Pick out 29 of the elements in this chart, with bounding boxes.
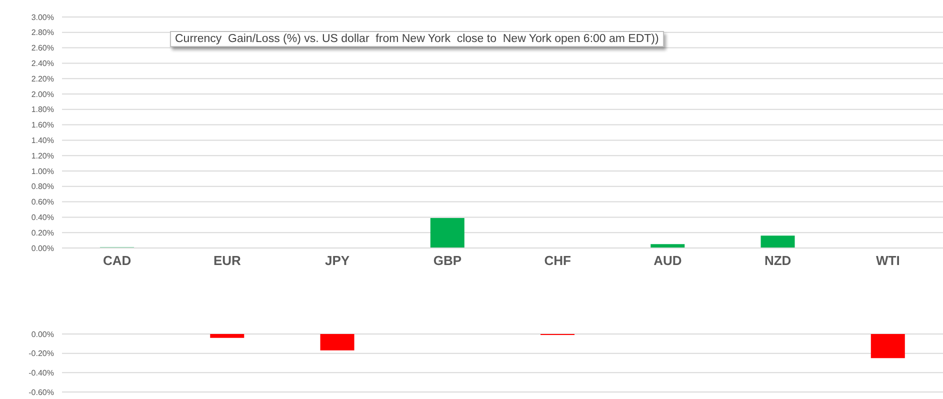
y-tick-label: 0.80%: [31, 182, 54, 192]
x-tick-label: EUR: [213, 253, 242, 268]
x-tick-label: AUD: [654, 253, 682, 268]
text: Currency Gain/Loss (%) vs. US dollar from New York close to New York open 6:00 am EDT)): [170, 31, 664, 47]
y-tick-label: 2.20%: [31, 74, 54, 84]
y-tick-label: 1.80%: [31, 105, 54, 114]
y-tick-label: 0.00%: [31, 330, 54, 339]
x-tick-label: NZD: [764, 253, 792, 268]
y-tick-label: 2.00%: [31, 90, 54, 99]
x-tick-label: JPY: [325, 253, 350, 268]
y-tick-label: 0.20%: [31, 228, 54, 238]
y-tick-label: 0.00%: [31, 244, 54, 253]
y-tick-label: 2.60%: [31, 44, 54, 53]
x-tick-label: CHF: [544, 253, 571, 268]
y-tick-label: 2.40%: [31, 59, 54, 68]
y-tick-label: -0.20%: [28, 349, 54, 358]
y-tick-label: 3.00%: [31, 12, 54, 22]
x-tick-label: CAD: [102, 253, 132, 268]
y-tick-label: -0.60%: [28, 388, 54, 397]
y-tick-label: 0.40%: [31, 213, 54, 222]
y-tick-label: 1.20%: [31, 151, 54, 160]
y-tick-label: 2.80%: [31, 28, 54, 38]
y-tick-label: 1.60%: [31, 120, 54, 130]
x-tick-label: GBP: [433, 253, 462, 268]
x-tick-label: WTI: [876, 253, 900, 268]
y-tick-label: 1.40%: [31, 136, 54, 146]
y-tick-label: 1.00%: [31, 166, 54, 176]
y-tick-label: 0.60%: [31, 198, 54, 207]
y-tick-label: -0.40%: [28, 368, 54, 378]
